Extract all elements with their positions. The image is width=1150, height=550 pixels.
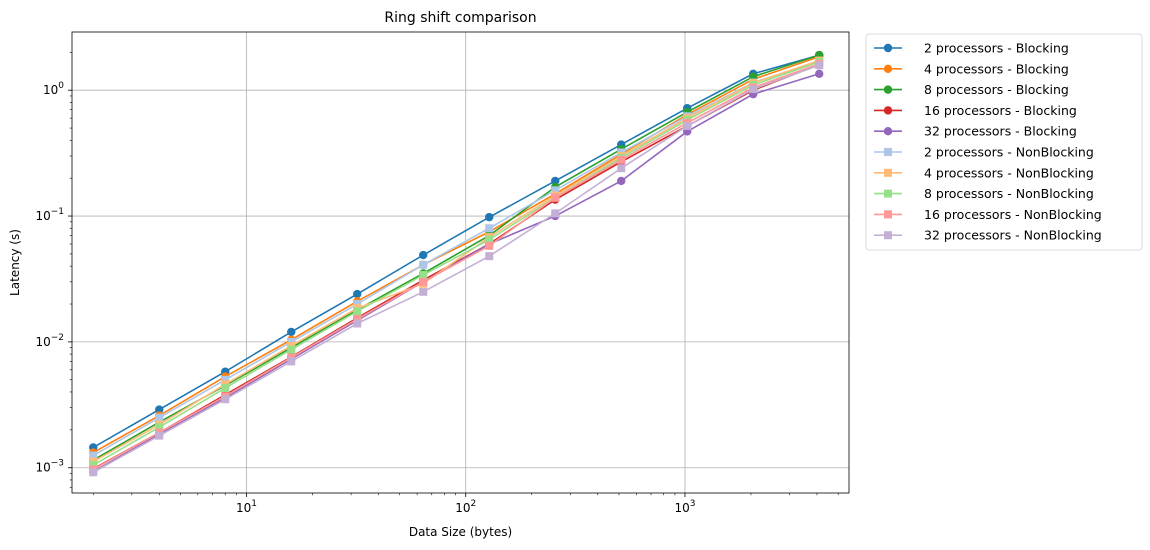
legend: 2 processors - Blocking 4 processors - Bl… xyxy=(865,33,1143,251)
y-tick-label: 10−3 xyxy=(35,459,64,475)
legend-marker xyxy=(883,64,893,74)
data-point xyxy=(419,277,428,286)
legend-item: 8 processors - Blocking xyxy=(874,82,1069,97)
series-9 xyxy=(89,61,824,477)
data-point xyxy=(551,186,560,195)
legend-marker xyxy=(883,85,893,94)
series-line xyxy=(92,59,820,463)
data-point xyxy=(353,307,362,316)
legend-item: 32 processors - Blocking xyxy=(874,124,1077,139)
legend-marker xyxy=(884,189,892,198)
series-line xyxy=(92,63,820,471)
data-point xyxy=(287,345,296,354)
legend-item: 8 processors - NonBlocking xyxy=(874,186,1094,201)
data-point xyxy=(221,395,230,404)
data-point xyxy=(353,289,362,299)
plot-frame xyxy=(71,31,850,494)
data-point xyxy=(221,375,230,384)
data-point xyxy=(353,315,362,324)
data-point xyxy=(419,271,428,280)
legend-marker xyxy=(883,43,893,53)
legend-marker xyxy=(884,231,892,240)
series-line xyxy=(92,60,820,457)
data-point xyxy=(683,121,692,130)
legend-item: 4 processors - Blocking xyxy=(874,61,1069,76)
data-point xyxy=(551,209,560,218)
legend-label: 16 processors - Blocking xyxy=(924,103,1077,118)
data-point xyxy=(353,319,362,328)
data-point xyxy=(485,224,494,233)
legend-label: 8 processors - Blocking xyxy=(924,82,1069,97)
data-point xyxy=(155,405,164,414)
data-point xyxy=(89,451,98,460)
series-line xyxy=(92,55,820,454)
data-point xyxy=(419,287,428,296)
data-point xyxy=(221,384,230,393)
legend-label: 2 processors - Blocking xyxy=(924,41,1069,56)
x-tick-label: 102 xyxy=(455,499,476,515)
data-point xyxy=(485,212,494,222)
data-point xyxy=(287,327,296,337)
data-point xyxy=(155,423,164,432)
legend-label: 8 processors - NonBlocking xyxy=(924,186,1094,201)
legend-label: 4 processors - Blocking xyxy=(924,61,1069,76)
data-point xyxy=(287,357,296,366)
x-axis-label: Data Size (bytes) xyxy=(409,525,512,539)
series-4 xyxy=(89,69,824,476)
data-point xyxy=(749,85,758,94)
chart-title: Ring shift comparison xyxy=(384,10,536,26)
legend-box xyxy=(865,33,1143,251)
series-line xyxy=(92,54,820,449)
legend-item: 2 processors - NonBlocking xyxy=(874,145,1094,160)
data-point xyxy=(155,413,164,422)
legend-marker xyxy=(884,210,892,219)
y-axis-label: Latency (s) xyxy=(8,229,22,296)
legend-item: 2 processors - Blocking xyxy=(874,41,1069,56)
legend-label: 32 processors - Blocking xyxy=(924,124,1077,139)
legend-marker xyxy=(883,106,893,115)
axis-ticks: 101 102 103 10−3 10−2 10−1 100 xyxy=(35,52,839,515)
data-point xyxy=(617,176,626,186)
data-point xyxy=(485,241,494,250)
legend-marker xyxy=(883,127,893,136)
legend-label: 2 processors - NonBlocking xyxy=(924,145,1094,160)
legend-label: 32 processors - NonBlocking xyxy=(924,228,1102,243)
data-point xyxy=(89,468,98,477)
series-line xyxy=(92,64,820,473)
data-point xyxy=(419,250,428,260)
series-line xyxy=(92,61,820,466)
legend-marker xyxy=(884,148,892,156)
data-point xyxy=(551,193,560,202)
legend-marker xyxy=(884,168,892,177)
data-point xyxy=(617,155,626,164)
legend-label: 16 processors - NonBlocking xyxy=(924,207,1102,222)
series-line xyxy=(92,73,820,473)
data-point xyxy=(155,431,164,440)
legend-item: 16 processors - Blocking xyxy=(874,103,1077,118)
data-point xyxy=(89,461,98,470)
data-point xyxy=(485,252,494,261)
legend-item: 4 processors - NonBlocking xyxy=(874,165,1094,180)
x-tick-label: 101 xyxy=(236,499,257,515)
data-point xyxy=(419,260,428,269)
data-point xyxy=(617,164,626,173)
data-point xyxy=(551,176,560,186)
legend-item: 16 processors - NonBlocking xyxy=(874,207,1102,222)
y-tick-label: 10−2 xyxy=(35,333,64,349)
y-tick-label: 100 xyxy=(43,81,64,97)
legend-item: 32 processors - NonBlocking xyxy=(874,228,1102,243)
series-layer xyxy=(89,50,824,477)
data-point xyxy=(815,61,824,70)
x-tick-label: 103 xyxy=(674,499,695,515)
data-point xyxy=(485,235,494,244)
data-point xyxy=(353,300,362,309)
legend-label: 4 processors - NonBlocking xyxy=(924,165,1094,180)
series-8 xyxy=(89,59,824,474)
data-point xyxy=(815,69,824,78)
y-tick-label: 10−1 xyxy=(35,207,64,223)
